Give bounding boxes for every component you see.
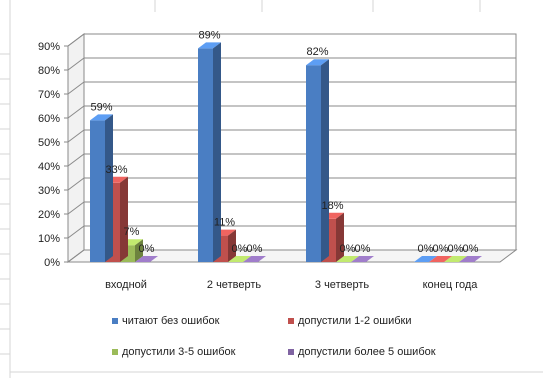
plot-layer: 0% 10% 20% 30% 40% 50% 60% 70% 80% 90% 59% 33% 7% 0% 8…	[38, 29, 518, 291]
bar	[351, 256, 374, 262]
bar	[444, 256, 467, 262]
data-label: 0%	[340, 243, 356, 255]
bar-side	[213, 42, 221, 263]
data-label: 33%	[105, 164, 127, 176]
legend-swatch	[112, 349, 118, 355]
bar	[336, 256, 359, 262]
gridline	[67, 105, 516, 119]
x-tick-label: 2 четверть	[207, 279, 261, 291]
bar-top	[90, 114, 113, 121]
bar	[243, 256, 266, 262]
data-label: 82%	[306, 46, 328, 58]
data-label: 59%	[90, 101, 112, 113]
bar	[306, 59, 329, 263]
y-tick-label: 80%	[38, 65, 60, 77]
legend-item: читают без ошибок	[112, 315, 220, 327]
data-label: 89%	[198, 29, 220, 41]
bar	[90, 114, 113, 263]
legend-label: допустили 3-5 ошибок	[122, 346, 236, 358]
bar-side	[321, 59, 329, 263]
bar-top	[414, 256, 437, 262]
gridline	[67, 129, 516, 143]
gridline	[67, 33, 516, 47]
data-label: 7%	[124, 226, 140, 238]
data-label: 11%	[214, 217, 235, 229]
x-tick-label: конец года	[423, 279, 479, 291]
y-tick-label: 10%	[38, 233, 60, 245]
bar-top	[444, 256, 467, 262]
gridline	[67, 201, 516, 215]
data-label: 0%	[433, 243, 449, 255]
bar-top	[228, 256, 251, 262]
bar-top	[135, 256, 158, 262]
legend-label: допустили более 5 ошибок	[298, 346, 436, 358]
bar-front	[198, 48, 213, 263]
bar-top	[336, 256, 359, 262]
gridline	[67, 153, 516, 167]
data-label: 0%	[232, 243, 248, 255]
legend-item: допустили более 5 ошибок	[288, 346, 436, 358]
x-tick-label: 3 четверть	[315, 279, 369, 291]
y-tick-label: 30%	[38, 185, 60, 197]
bar-front	[306, 65, 321, 262]
y-tick-label: 50%	[38, 137, 60, 149]
gridline	[67, 225, 516, 239]
bar-side	[105, 114, 113, 263]
data-label: 18%	[321, 200, 343, 212]
bar	[135, 256, 158, 262]
bar-top	[198, 42, 221, 49]
legend-item: допустили 1-2 ошибки	[288, 315, 411, 327]
y-tick-label: 70%	[38, 89, 60, 101]
x-tick-label: входной	[105, 279, 147, 291]
back-wall	[83, 33, 517, 251]
bar-side	[135, 239, 143, 262]
bar	[429, 256, 452, 262]
legend-item: допустили 3-5 ошибок	[112, 346, 236, 358]
data-label: 0%	[355, 243, 371, 255]
y-tick-label: 90%	[38, 41, 60, 53]
y-tick-label: 0%	[44, 257, 60, 269]
y-tick-label: 20%	[38, 209, 60, 221]
bar	[414, 256, 437, 262]
bar-side	[228, 229, 236, 262]
gridline	[67, 81, 516, 95]
data-label: 0%	[448, 243, 464, 255]
bar-top	[351, 256, 374, 262]
legend-swatch	[288, 318, 294, 324]
data-label: 0%	[463, 243, 479, 255]
bar	[228, 256, 251, 262]
legend-label: допустили 1-2 ошибки	[298, 315, 411, 327]
y-tick-label: 40%	[38, 161, 60, 173]
data-label: 0%	[139, 243, 155, 255]
bar-front	[90, 120, 105, 263]
gridline	[67, 57, 516, 71]
legend: читают без ошибок допустили 1-2 ошибки доп…	[112, 315, 436, 358]
gridline	[67, 249, 516, 263]
data-label: 0%	[247, 243, 263, 255]
bar	[459, 256, 482, 262]
y-tick-label: 60%	[38, 113, 60, 125]
gridline	[67, 177, 516, 191]
bar-side	[336, 212, 344, 262]
data-label: 0%	[418, 243, 434, 255]
legend-label: читают без ошибок	[122, 315, 220, 327]
bar-top	[459, 256, 482, 262]
bar-top	[429, 256, 452, 262]
bar-top	[243, 256, 266, 262]
bar-top	[306, 59, 329, 66]
legend-swatch	[288, 349, 294, 355]
legend-swatch	[112, 318, 118, 324]
bar-side	[120, 176, 128, 262]
bar	[198, 42, 221, 263]
